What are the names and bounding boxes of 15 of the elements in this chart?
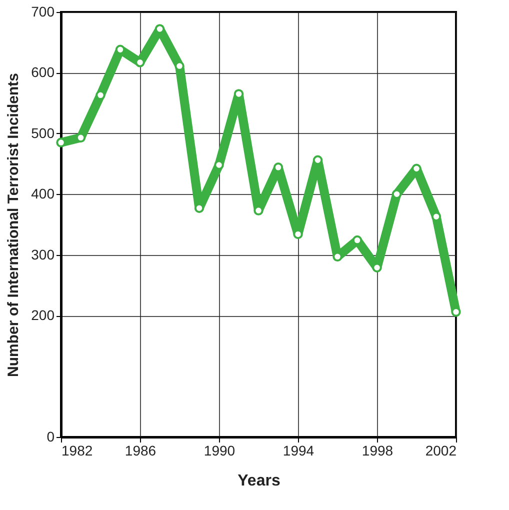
y-axis-title: Number of International Terrorist Incidents <box>5 73 22 377</box>
x-axis-title: Years <box>238 472 280 490</box>
y-tick-label: 500 <box>31 124 55 141</box>
x-tick-label: 1990 <box>204 442 236 458</box>
x-tick-label: 1998 <box>362 442 394 458</box>
x-tick-label: 1994 <box>282 442 314 458</box>
y-tick-label: 200 <box>31 307 55 324</box>
y-tick-label: 300 <box>31 246 55 262</box>
x-tick-label: 1982 <box>62 442 93 458</box>
y-tick-label: 400 <box>31 186 55 202</box>
x-tick-label: 2002 <box>425 442 457 458</box>
y-tick-label: 700 <box>31 4 55 20</box>
y-tick-label: 600 <box>31 64 55 80</box>
y-tick-label: 0 <box>46 428 55 444</box>
x-tick-label: 1986 <box>124 442 156 458</box>
